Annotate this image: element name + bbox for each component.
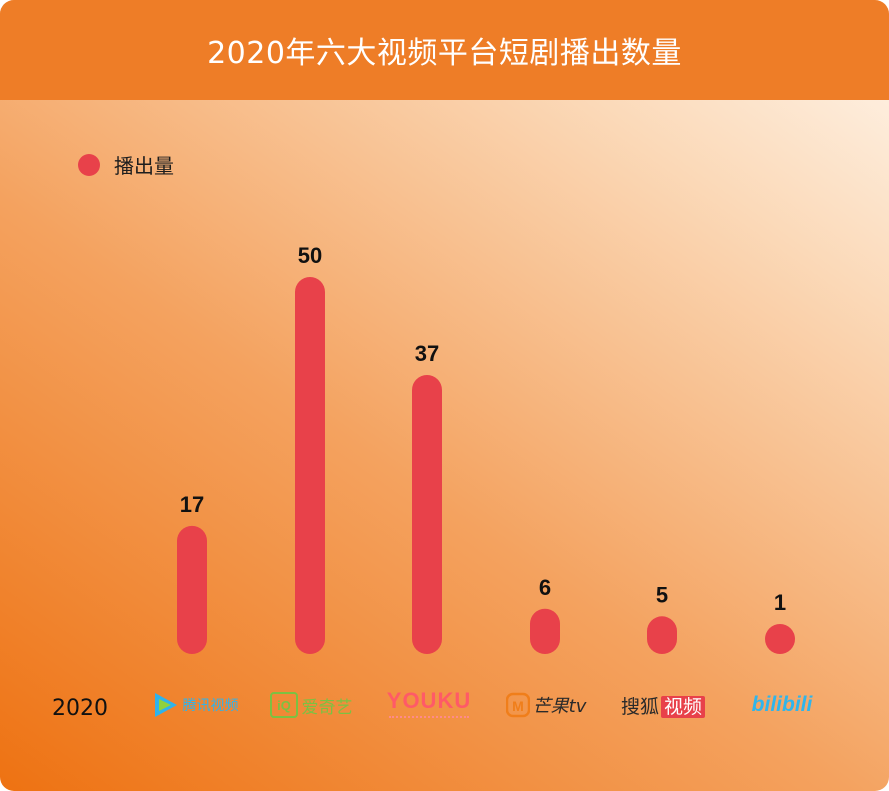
bar-3 [412, 375, 442, 654]
iqiyi-logo: iQ 爱奇艺 [266, 688, 356, 722]
data-label-2: 50 [298, 243, 322, 268]
bar-6 [765, 624, 795, 654]
mango-tv-icon: M [505, 692, 530, 718]
sohu-video-part: 视频 [661, 695, 706, 718]
sohu-video-logo: 搜狐 视频 [613, 688, 713, 722]
header-bar: 2020年六大视频平台短剧播出数量 [0, 0, 889, 100]
svg-text:M: M [512, 698, 524, 714]
chart-title: 2020年六大视频平台短剧播出数量 [207, 36, 682, 71]
bar-4 [530, 608, 560, 654]
youku-logo: YOUKU [381, 688, 477, 722]
tencent-video-logo-text: 腾讯视频 [182, 698, 239, 714]
mango-tv-logo: M 芒果tv [501, 688, 591, 722]
tencent-video-logo: 腾讯视频 [142, 688, 246, 722]
legend: 播出量 [78, 150, 174, 179]
play-triangle-icon [154, 693, 177, 717]
data-label-3: 37 [415, 341, 439, 366]
iqiyi-logo-text: 爱奇艺 [301, 697, 353, 718]
legend-marker [78, 153, 100, 176]
mango-tv-logo-text: 芒果tv [532, 696, 587, 717]
data-label-4: 6 [539, 575, 551, 600]
bar-2 [295, 277, 325, 654]
bar-1 [177, 525, 207, 654]
legend-label: 播出量 [114, 154, 174, 178]
bilibili-logo: bilibili [746, 688, 818, 722]
bilibili-wordmark: bilibili [751, 693, 813, 716]
data-label-6: 1 [774, 590, 786, 615]
data-label-1: 17 [180, 492, 204, 517]
platform-logos-row: 2020 腾讯视频 iQ 爱奇艺 YOUKU M 芒果tv [0, 686, 889, 726]
youku-subline [389, 716, 469, 720]
year-label: 2020 [52, 696, 108, 721]
data-label-5: 5 [656, 582, 668, 607]
svg-text:iQ: iQ [277, 698, 291, 713]
sohu-name-part: 搜狐 [620, 695, 659, 718]
bar-5 [647, 616, 677, 654]
youku-wordmark: YOUKU [386, 688, 472, 713]
sohu-video-logo-text: 搜狐 视频 [620, 692, 706, 719]
iqiyi-box-icon: iQ [269, 692, 298, 718]
